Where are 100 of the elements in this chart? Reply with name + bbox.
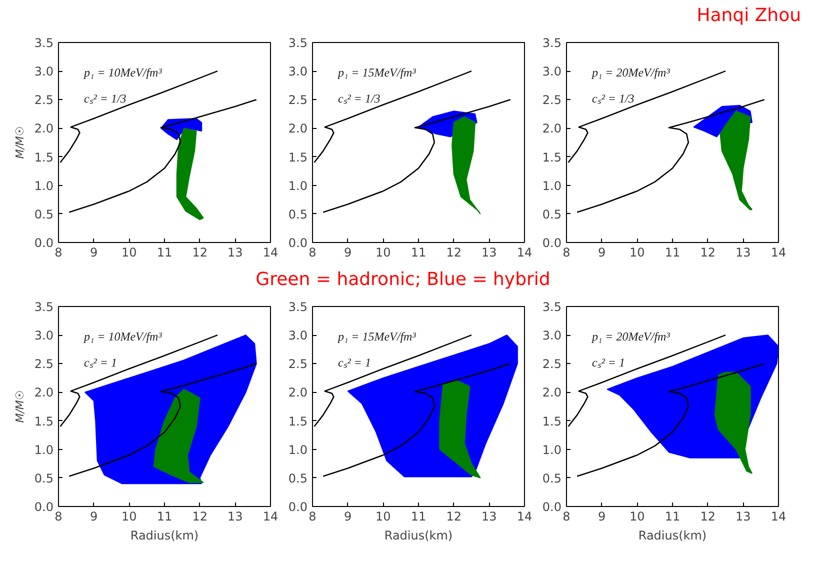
y-tick-label: 3.5 xyxy=(34,300,54,314)
annotation: p₁ = 10MeV/fm³ xyxy=(82,330,162,344)
x-tick-label: 14 xyxy=(770,510,786,524)
x-tick-label: 13 xyxy=(736,246,751,260)
x-tick-label: 11 xyxy=(156,246,172,260)
x-axis-title: Radius(km) xyxy=(130,528,199,542)
x-tick-label: 11 xyxy=(664,246,680,260)
x-tick-label: 12 xyxy=(192,510,208,524)
x-tick-label: 9 xyxy=(344,246,352,260)
y-tick-label: 2.0 xyxy=(288,386,308,400)
y-tick-label: 3.0 xyxy=(34,328,54,343)
x-tick-label: 9 xyxy=(598,510,606,524)
x-tick-label: 9 xyxy=(90,246,98,260)
x-tick-label: 10 xyxy=(630,510,645,524)
x-tick-label: 13 xyxy=(482,510,497,524)
annotation: cₛ² = 1 xyxy=(338,356,371,370)
annotation: cₛ² = 1 xyxy=(592,356,625,370)
y-tick-label: 1.0 xyxy=(542,178,562,193)
y-tick-label: 3.5 xyxy=(542,300,562,314)
x-tick-label: 8 xyxy=(54,510,62,524)
text: Hanqi Zhou xyxy=(696,5,801,27)
y-tick-label: 0.5 xyxy=(542,207,562,222)
y-tick-label: 3.0 xyxy=(542,64,562,79)
x-tick-label: 12 xyxy=(700,246,716,260)
annotation: p₁ = 15MeV/fm³ xyxy=(336,330,416,344)
x-tick-label: 11 xyxy=(410,246,426,260)
y-tick-label: 0.5 xyxy=(34,471,54,486)
y-tick-label: 0.0 xyxy=(288,236,308,250)
x-tick-label: 12 xyxy=(446,246,462,260)
y-tick-label: 3.5 xyxy=(34,36,54,50)
x-axis-title: Radius(km) xyxy=(638,528,707,542)
x-tick-label: 14 xyxy=(262,510,278,524)
y-tick-label: 1.0 xyxy=(542,442,562,457)
x-tick-label: 10 xyxy=(376,510,391,524)
y-tick-label: 2.5 xyxy=(542,357,562,372)
y-tick-label: 3.5 xyxy=(542,36,562,50)
y-tick-label: 2.0 xyxy=(34,122,54,136)
y-tick-label: 1.0 xyxy=(34,178,54,193)
x-tick-label: 8 xyxy=(308,246,316,260)
x-tick-label: 10 xyxy=(122,246,137,260)
x-tick-label: 9 xyxy=(90,510,98,524)
y-tick-label: 1.5 xyxy=(288,150,308,164)
y-tick-label: 1.0 xyxy=(288,442,308,457)
x-axis-title: Radius(km) xyxy=(384,528,453,542)
y-tick-label: 1.5 xyxy=(542,150,562,164)
y-tick-label: 0.5 xyxy=(288,471,308,486)
y-tick-label: 3.0 xyxy=(542,328,562,343)
x-tick-label: 12 xyxy=(446,510,462,524)
y-tick-label: 3.0 xyxy=(34,64,54,79)
y-tick-label: 2.5 xyxy=(34,93,54,108)
annotation: cₛ² = 1/3 xyxy=(84,92,126,106)
y-axis-title: M/M☉ xyxy=(13,390,26,423)
y-tick-label: 0.0 xyxy=(288,500,308,514)
x-tick-label: 11 xyxy=(410,510,426,524)
y-tick-label: 3.0 xyxy=(288,64,308,79)
y-tick-label: 3.5 xyxy=(288,36,308,50)
y-tick-label: 2.5 xyxy=(288,357,308,372)
y-tick-label: 0.5 xyxy=(288,207,308,222)
y-tick-label: 0.0 xyxy=(34,500,54,514)
x-tick-label: 14 xyxy=(770,246,786,260)
x-tick-label: 10 xyxy=(630,246,645,260)
x-tick-label: 12 xyxy=(700,510,716,524)
y-tick-label: 1.5 xyxy=(288,414,308,428)
x-tick-label: 13 xyxy=(228,510,243,524)
y-tick-label: 1.0 xyxy=(288,178,308,193)
x-tick-label: 9 xyxy=(344,510,352,524)
x-tick-label: 14 xyxy=(262,246,278,260)
y-tick-label: 0.5 xyxy=(34,207,54,222)
y-tick-label: 2.0 xyxy=(34,386,54,400)
annotation: p₁ = 10MeV/fm³ xyxy=(82,66,162,80)
x-tick-label: 10 xyxy=(122,510,137,524)
annotation: cₛ² = 1 xyxy=(84,356,117,370)
x-tick-label: 8 xyxy=(562,510,570,524)
x-tick-label: 13 xyxy=(736,510,751,524)
annotation: cₛ² = 1/3 xyxy=(338,92,380,106)
y-tick-label: 2.5 xyxy=(288,93,308,108)
annotation: p₁ = 20MeV/fm³ xyxy=(590,330,670,344)
y-tick-label: 3.0 xyxy=(288,328,308,343)
y-tick-label: 0.0 xyxy=(34,236,54,250)
x-tick-label: 14 xyxy=(516,246,532,260)
x-tick-label: 12 xyxy=(192,246,208,260)
y-tick-label: 2.5 xyxy=(34,357,54,372)
y-tick-label: 1.0 xyxy=(34,442,54,457)
x-tick-label: 11 xyxy=(664,510,680,524)
y-tick-label: 3.5 xyxy=(288,300,308,314)
x-tick-label: 8 xyxy=(308,510,316,524)
annotation: p₁ = 15MeV/fm³ xyxy=(336,66,416,80)
text: Green = hadronic; Blue = hybrid xyxy=(256,269,550,291)
x-tick-label: 13 xyxy=(228,246,243,260)
y-tick-label: 2.0 xyxy=(542,386,562,400)
y-tick-label: 0.0 xyxy=(542,500,562,514)
annotation: p₁ = 20MeV/fm³ xyxy=(590,66,670,80)
y-tick-label: 0.5 xyxy=(542,471,562,486)
y-tick-label: 1.5 xyxy=(542,414,562,428)
y-tick-label: 2.0 xyxy=(288,122,308,136)
annotation: cₛ² = 1/3 xyxy=(592,92,634,106)
y-axis-title: M/M☉ xyxy=(13,126,26,159)
x-tick-label: 8 xyxy=(562,246,570,260)
y-tick-label: 2.5 xyxy=(542,93,562,108)
x-tick-label: 14 xyxy=(516,510,532,524)
